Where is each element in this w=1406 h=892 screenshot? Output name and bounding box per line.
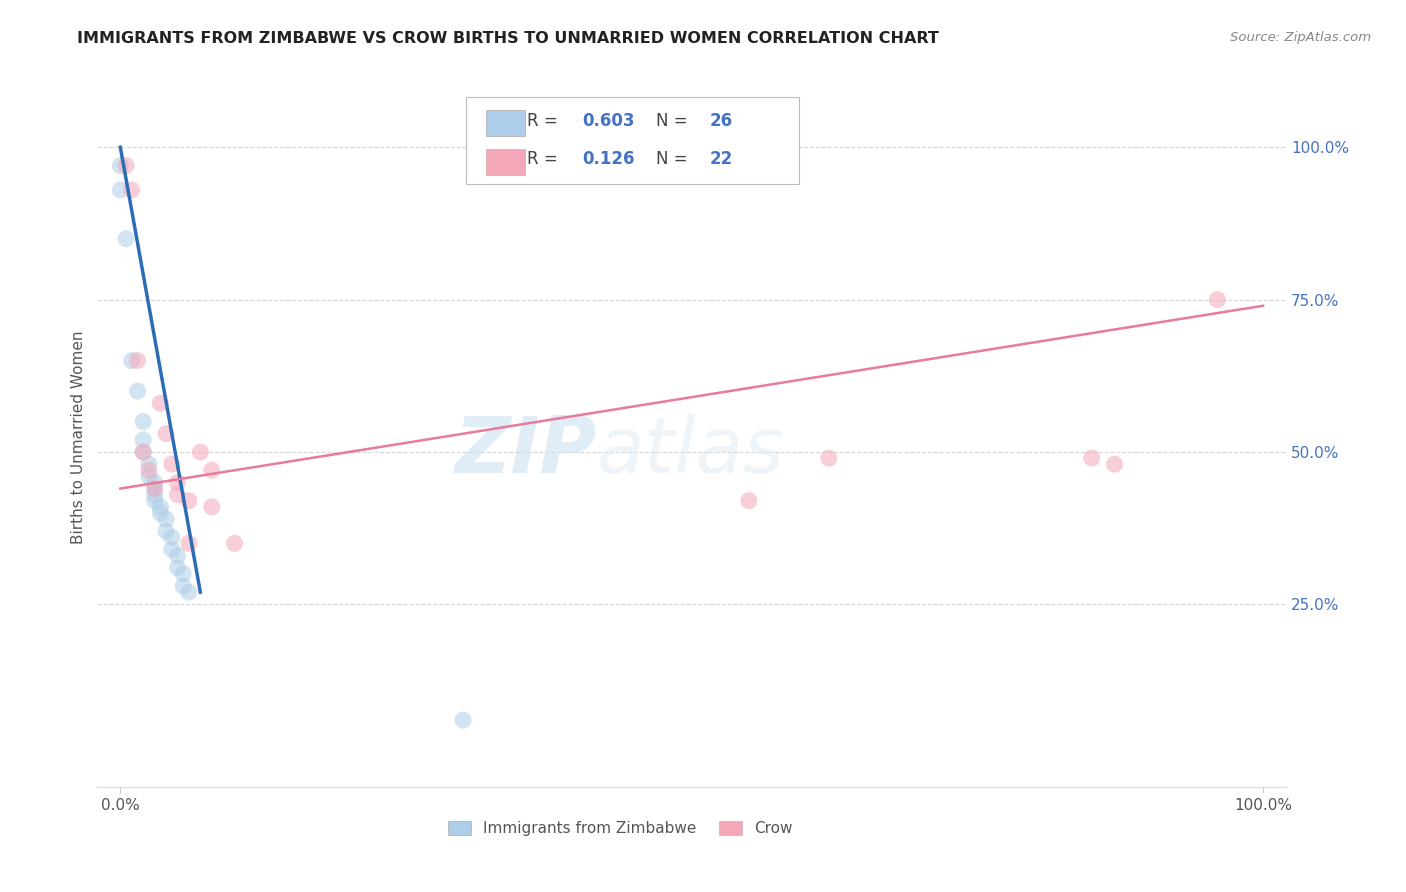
- Point: [132, 445, 155, 459]
- Y-axis label: Births to Unmarried Women: Births to Unmarried Women: [72, 330, 86, 543]
- Point: [166, 561, 188, 575]
- Point: [143, 482, 166, 496]
- Point: [149, 396, 172, 410]
- Point: [149, 500, 172, 514]
- Point: [115, 232, 138, 246]
- Point: [132, 445, 155, 459]
- FancyBboxPatch shape: [465, 97, 799, 185]
- Point: [166, 488, 188, 502]
- Point: [201, 463, 224, 477]
- Point: [143, 475, 166, 490]
- Point: [177, 585, 200, 599]
- Point: [138, 469, 160, 483]
- Point: [143, 482, 166, 496]
- Point: [201, 500, 224, 514]
- Point: [177, 536, 200, 550]
- Point: [132, 415, 155, 429]
- Point: [121, 353, 143, 368]
- Point: [143, 493, 166, 508]
- Point: [155, 524, 177, 539]
- Point: [155, 426, 177, 441]
- Point: [166, 549, 188, 563]
- Point: [818, 451, 841, 466]
- Point: [172, 566, 194, 581]
- Point: [224, 536, 246, 550]
- Point: [177, 493, 200, 508]
- Point: [138, 463, 160, 477]
- Point: [143, 488, 166, 502]
- Point: [115, 159, 138, 173]
- Point: [127, 384, 149, 398]
- Point: [127, 353, 149, 368]
- Bar: [486, 149, 524, 175]
- Text: Source: ZipAtlas.com: Source: ZipAtlas.com: [1230, 31, 1371, 45]
- Point: [160, 457, 183, 471]
- Point: [121, 183, 143, 197]
- Text: atlas: atlas: [596, 413, 785, 489]
- Point: [451, 713, 474, 727]
- Point: [1080, 451, 1102, 466]
- Point: [188, 445, 211, 459]
- Point: [110, 183, 132, 197]
- Text: IMMIGRANTS FROM ZIMBABWE VS CROW BIRTHS TO UNMARRIED WOMEN CORRELATION CHART: IMMIGRANTS FROM ZIMBABWE VS CROW BIRTHS …: [77, 31, 939, 46]
- Text: 0.126: 0.126: [582, 150, 636, 169]
- Legend: Immigrants from Zimbabwe, Crow: Immigrants from Zimbabwe, Crow: [441, 815, 799, 843]
- Point: [138, 457, 160, 471]
- Point: [155, 512, 177, 526]
- Point: [110, 159, 132, 173]
- Point: [1206, 293, 1229, 307]
- Point: [166, 475, 188, 490]
- Text: R =: R =: [526, 150, 562, 169]
- Text: ZIP: ZIP: [454, 413, 596, 489]
- Point: [1104, 457, 1126, 471]
- Text: N =: N =: [657, 112, 693, 129]
- Point: [149, 506, 172, 520]
- Text: R =: R =: [526, 112, 562, 129]
- Text: 0.603: 0.603: [582, 112, 636, 129]
- Text: 26: 26: [710, 112, 733, 129]
- Bar: [486, 111, 524, 136]
- Point: [160, 542, 183, 557]
- Point: [738, 493, 761, 508]
- Point: [160, 530, 183, 544]
- Point: [172, 579, 194, 593]
- Text: 22: 22: [710, 150, 733, 169]
- Point: [132, 433, 155, 447]
- Text: N =: N =: [657, 150, 693, 169]
